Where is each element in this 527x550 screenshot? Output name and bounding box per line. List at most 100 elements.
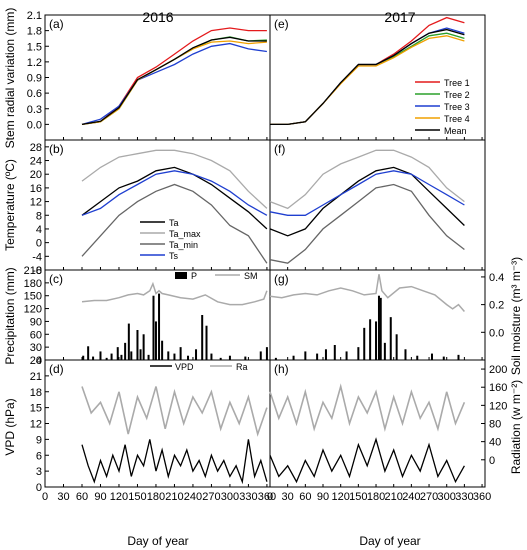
x-tick-label: 360 <box>258 491 276 503</box>
precip-bar <box>345 351 348 360</box>
y-tick-label: 24 <box>30 156 42 168</box>
column-title-2017: 2017 <box>384 9 415 25</box>
precip-bar <box>120 354 123 360</box>
x-tick-label: 210 <box>165 491 183 503</box>
ylabel-soil-moisture: Soil moisture (m³ m⁻³) <box>509 257 523 375</box>
y-tick-label: 2.1 <box>27 10 42 22</box>
y-tick-label: 6 <box>36 450 42 462</box>
series-line <box>81 27 267 126</box>
y-tick-label: 0.0 <box>27 119 42 131</box>
ylabel-stem: Stem radial variation (mm) <box>3 8 17 149</box>
soil-moisture-line <box>269 274 465 312</box>
y-tick-label: 0 <box>36 355 42 367</box>
legend-label: Tree 4 <box>444 114 470 124</box>
panel-frame <box>44 139 271 271</box>
x-tick-label: 30 <box>282 491 294 503</box>
y-tick-label: 18 <box>30 387 42 399</box>
y-tick-label: 120 <box>489 400 507 412</box>
precip-bar <box>173 353 176 360</box>
y-tick-label: 24 <box>30 355 42 367</box>
soil-moisture-line <box>81 281 268 306</box>
series-line <box>81 36 267 126</box>
precip-bar <box>87 346 90 360</box>
precip-bar <box>127 323 130 360</box>
precip-bar <box>379 297 382 360</box>
precip-bar <box>161 340 164 360</box>
radiation-line <box>269 383 466 432</box>
precip-bar <box>179 347 182 360</box>
panel-frame <box>269 139 486 271</box>
panel-label: (a) <box>49 17 64 31</box>
vpd-line <box>269 437 465 484</box>
xlabel-right: Day of year <box>359 534 420 548</box>
ylabel-radiation: Radiation (w m⁻²) <box>509 380 523 474</box>
precip-bar <box>124 342 127 360</box>
precip-bar <box>244 356 247 360</box>
precip-bar <box>158 293 161 360</box>
precip-bar <box>363 327 366 360</box>
series-line <box>270 16 465 126</box>
precip-bar <box>92 356 95 360</box>
x-tick-label: 360 <box>473 491 491 503</box>
y-tick-label: 0.9 <box>27 73 42 85</box>
precip-bar <box>195 349 198 360</box>
column-title-2016: 2016 <box>142 9 173 25</box>
vpd-line <box>81 439 268 485</box>
x-tick-label: 60 <box>76 491 88 503</box>
y-tick-label: 0.0 <box>489 327 504 339</box>
precip-bar <box>416 355 419 360</box>
y-tick-label: 150 <box>24 291 42 303</box>
series-line <box>81 149 268 209</box>
panel-label: (b) <box>49 142 64 156</box>
precip-bar <box>152 295 155 360</box>
precip-bar <box>105 357 108 360</box>
precip-bar <box>210 353 213 360</box>
xlabel-left: Day of year <box>127 534 188 548</box>
y-tick-label: 21 <box>30 371 42 383</box>
precip-bar <box>369 319 372 360</box>
x-tick-label: 270 <box>420 491 438 503</box>
x-tick-label: 90 <box>317 491 329 503</box>
legend-label: P <box>191 271 197 281</box>
ylabel-temperature: Temperature (ºC) <box>3 159 17 251</box>
precip-bar <box>377 295 380 360</box>
series-line <box>270 27 465 126</box>
legend-label: SM <box>244 271 258 281</box>
legend-label: Ta_max <box>169 229 201 239</box>
precip-bar <box>395 334 398 360</box>
precip-bar <box>228 355 231 360</box>
precip-bar <box>154 321 157 360</box>
y-tick-label: 80 <box>489 419 501 431</box>
x-tick-label: 240 <box>184 491 202 503</box>
series-line <box>269 166 465 237</box>
precip-bar <box>457 354 460 360</box>
ylabel-precip: Precipitation (mm) <box>3 267 17 364</box>
series-line <box>270 32 465 126</box>
precip-bar <box>442 356 445 360</box>
y-tick-label: 20 <box>30 169 42 181</box>
series-line <box>81 42 267 126</box>
x-tick-label: 120 <box>110 491 128 503</box>
precip-bar <box>304 351 307 360</box>
precip-bar <box>404 349 407 360</box>
y-tick-label: -8 <box>32 265 42 277</box>
panel-label: (c) <box>49 272 63 286</box>
y-tick-label: 0 <box>36 482 42 494</box>
x-tick-label: 300 <box>221 491 239 503</box>
y-tick-label: 90 <box>30 316 42 328</box>
y-tick-label: 200 <box>489 364 507 376</box>
y-tick-label: 180 <box>24 278 42 290</box>
precip-bar <box>147 354 150 360</box>
panel-label: (h) <box>274 362 289 376</box>
x-tick-label: 240 <box>402 491 420 503</box>
y-tick-label: 0 <box>36 238 42 250</box>
precip-bar <box>274 357 277 360</box>
precip-bar <box>167 351 170 360</box>
y-tick-label: 210 <box>24 265 42 277</box>
x-tick-label: 180 <box>367 491 385 503</box>
y-tick-label: 0.4 <box>489 272 504 284</box>
legend-label: Ta_min <box>169 240 198 250</box>
x-tick-label: 60 <box>299 491 311 503</box>
precip-bar <box>383 342 386 360</box>
